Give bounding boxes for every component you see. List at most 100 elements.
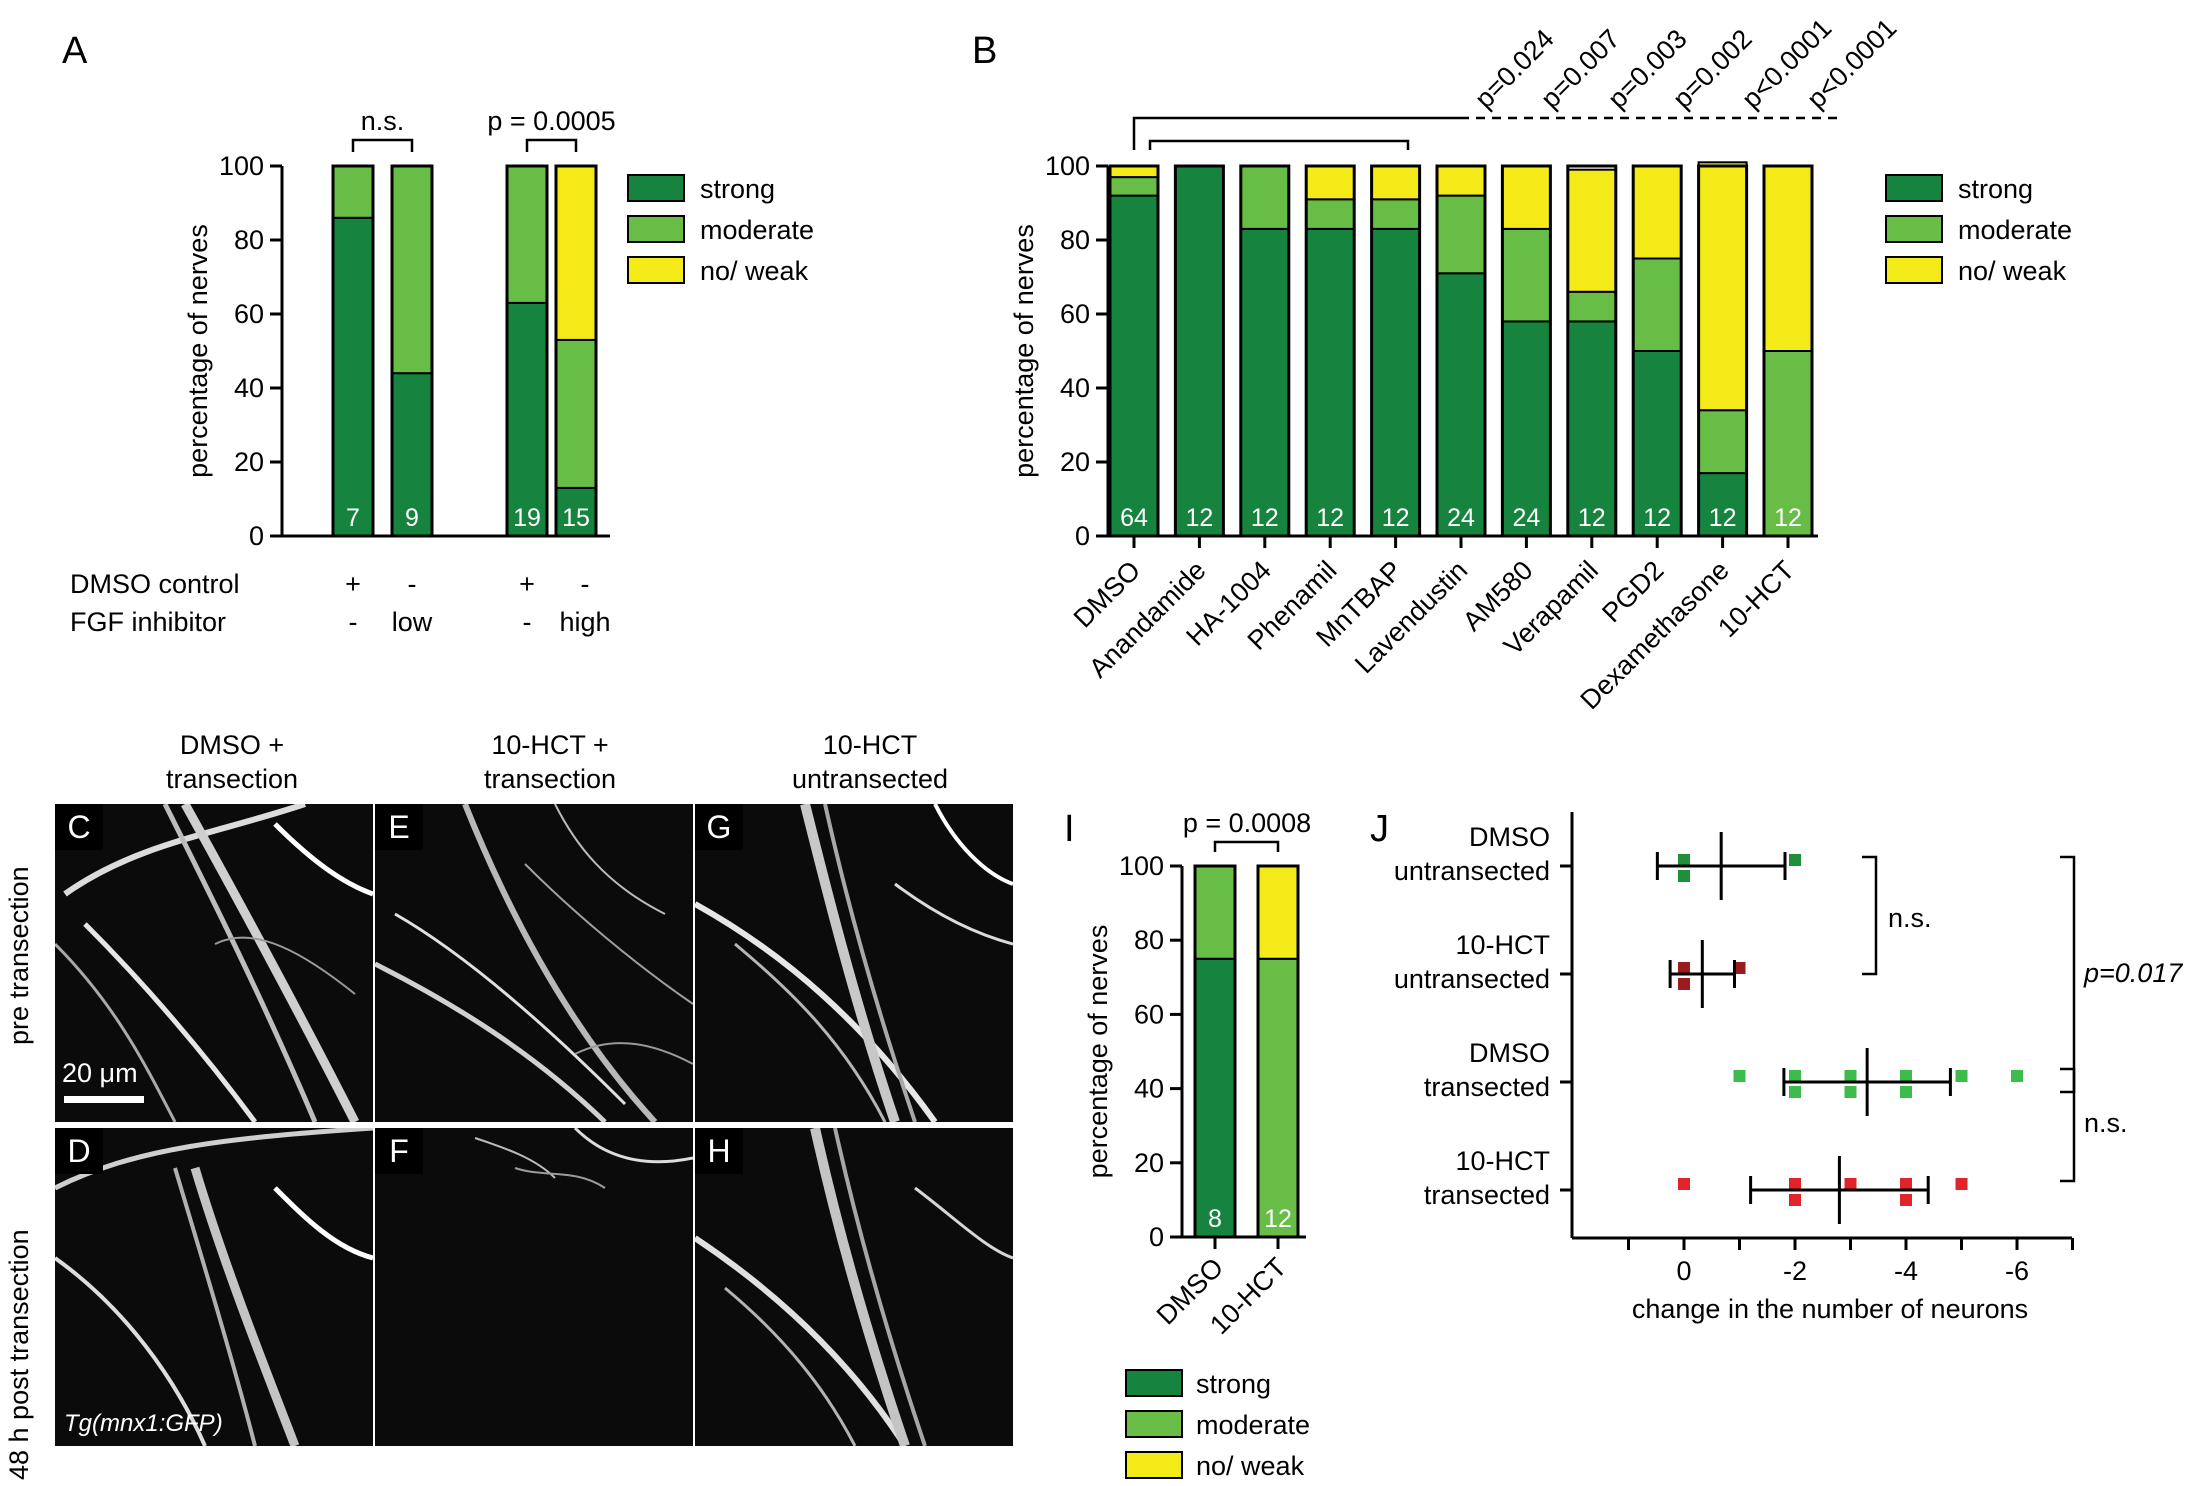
panel-j-data-point bbox=[2011, 1070, 2023, 1082]
panel-j-x-tick-label: -2 bbox=[1783, 1256, 1807, 1286]
panel-b-n-label: 12 bbox=[1578, 504, 1606, 532]
panel-a-row-value: - bbox=[408, 569, 417, 599]
panel-a-segment-strong bbox=[391, 372, 433, 538]
panel-j-data-point bbox=[1789, 854, 1801, 866]
micrograph-letter-c: C bbox=[55, 804, 103, 850]
micrograph-d bbox=[55, 1128, 373, 1446]
panel-j-significance-bracket bbox=[1862, 855, 1878, 976]
panel-j-significance-bracket bbox=[2060, 1067, 2076, 1183]
panel-j-data-point bbox=[1789, 1178, 1801, 1190]
panel-b-segment-strong bbox=[1436, 272, 1486, 537]
panel-a-row-label: FGF inhibitor bbox=[70, 607, 226, 637]
panel-j-group-label: DMSO transected bbox=[1424, 1038, 1550, 1102]
panel-a-n-label: 15 bbox=[562, 504, 590, 532]
panel-b-y-tick-label: 60 bbox=[1060, 299, 1090, 329]
panel-j-x-tick-label: -4 bbox=[1894, 1256, 1918, 1286]
panel-i-legend-swatch bbox=[1125, 1369, 1183, 1397]
panel-j-data-point bbox=[1900, 1070, 1912, 1082]
panel-b-segment-moderate bbox=[1370, 198, 1421, 230]
nerve-image bbox=[55, 804, 373, 1122]
panel-a-significance-label: n.s. bbox=[361, 106, 405, 136]
panel-a-legend-swatch bbox=[627, 256, 685, 284]
panel-i-y-tick-label: 80 bbox=[1134, 925, 1164, 955]
panel-letter-j: J bbox=[1370, 808, 1389, 850]
panel-a-y-tick-label: 20 bbox=[234, 447, 264, 477]
panel-i-y-axis-label: percentage of nerves bbox=[1083, 925, 1113, 1179]
panel-b-n-label: 12 bbox=[1643, 504, 1671, 532]
panel-b-legend-swatch bbox=[1885, 174, 1943, 202]
panel-b-segment-moderate bbox=[1305, 198, 1356, 230]
panel-b-segment-strong bbox=[1370, 227, 1421, 537]
panel-b-significance-bracket bbox=[1132, 116, 1460, 150]
panel-j-data-point bbox=[1844, 1070, 1857, 1082]
panel-a-y-axis-label: percentage of nerves bbox=[183, 224, 213, 478]
panel-i-segment-strong bbox=[1194, 957, 1236, 1238]
panel-b-segment-strong bbox=[1239, 227, 1290, 537]
panel-j-data-point bbox=[1678, 978, 1690, 990]
panel-a-significance-bracket bbox=[525, 138, 578, 152]
panel-i-y-tick-label: 100 bbox=[1119, 851, 1164, 881]
panel-a-segment-moderate bbox=[391, 165, 433, 375]
panel-j-data-point bbox=[1733, 1070, 1746, 1082]
micro-column-label-hct-untransected: 10-HCT untransected bbox=[791, 730, 949, 794]
panel-a-segment-no-weak bbox=[555, 165, 597, 341]
panel-j-data-point bbox=[1678, 870, 1690, 882]
panel-a-segment-moderate bbox=[506, 165, 548, 304]
panel-i-legend-swatch bbox=[1125, 1451, 1183, 1479]
panel-b-n-label: 24 bbox=[1447, 504, 1475, 532]
micrograph-letter-d: D bbox=[55, 1128, 103, 1174]
panel-b-y-tick-label: 20 bbox=[1060, 447, 1090, 477]
nerve-image bbox=[55, 1128, 373, 1446]
panel-j-x-tick-label: 0 bbox=[1676, 1256, 1691, 1286]
nerve-image bbox=[474, 1128, 693, 1189]
panel-b-segment-strong bbox=[1305, 227, 1356, 537]
micrograph-c bbox=[55, 804, 373, 1122]
panel-b-segment-strong bbox=[1109, 194, 1159, 537]
panel-a-y-tick-label: 100 bbox=[219, 151, 264, 181]
panel-b-segment-strong bbox=[1174, 165, 1225, 537]
panel-i-significance-label: p = 0.0008 bbox=[1183, 808, 1311, 838]
micrograph-g bbox=[695, 804, 1013, 1122]
micrograph-letter-e: E bbox=[375, 804, 423, 850]
panel-b-n-label: 12 bbox=[1709, 504, 1737, 532]
panel-b-y-tick-label: 80 bbox=[1060, 225, 1090, 255]
panel-b-y-axis-label: percentage of nerves bbox=[1009, 224, 1039, 478]
panel-i-segment-moderate bbox=[1194, 865, 1236, 960]
panel-a-row-label: DMSO control bbox=[70, 569, 240, 599]
panel-b-segment-strong bbox=[1566, 320, 1617, 537]
panel-j-data-point bbox=[1789, 1086, 1801, 1098]
panel-j-group-label: 10-HCT untransected bbox=[1394, 930, 1550, 994]
micrograph-e bbox=[375, 804, 693, 1122]
panel-b-n-label: 12 bbox=[1382, 504, 1410, 532]
panel-a-legend-label: no/ weak bbox=[700, 256, 809, 286]
panel-j-data-point bbox=[1678, 962, 1690, 974]
panel-a-n-label: 9 bbox=[405, 504, 419, 532]
panel-j-data-point bbox=[1678, 1178, 1690, 1190]
micrograph-f bbox=[375, 1128, 693, 1446]
micrograph-h bbox=[695, 1128, 1013, 1446]
panel-i-legend-label: strong bbox=[1196, 1369, 1271, 1399]
panel-a-segment-strong bbox=[506, 301, 548, 537]
panel-b-segment-no-weak bbox=[1305, 165, 1356, 201]
panel-b-segment-moderate bbox=[1239, 165, 1290, 230]
panel-a-y-tick-label: 60 bbox=[234, 299, 264, 329]
panel-j-significance-label: n.s. bbox=[1888, 903, 1932, 933]
panel-a-segment-strong bbox=[332, 216, 374, 538]
panel-j-data-point bbox=[1789, 1070, 1801, 1082]
panel-i-y-tick-label: 60 bbox=[1134, 999, 1164, 1029]
panel-a-legend-label: moderate bbox=[700, 215, 814, 245]
panel-j-significance-label: p=0.017 bbox=[2083, 958, 2183, 988]
panel-i-n-label: 8 bbox=[1208, 1205, 1222, 1233]
panel-b-segment-moderate bbox=[1436, 194, 1486, 275]
panel-i-y-tick-label: 40 bbox=[1134, 1074, 1164, 1104]
panel-b-segment-moderate bbox=[1501, 227, 1552, 323]
micrograph-letter-g: G bbox=[695, 804, 743, 850]
micro-column-label-hct-transection: 10-HCT + transection bbox=[483, 730, 617, 794]
panel-j-data-point bbox=[1955, 1178, 1968, 1190]
panel-a-significance-bracket bbox=[351, 138, 414, 152]
panel-a-n-label: 7 bbox=[346, 504, 360, 532]
panel-b-n-label: 64 bbox=[1120, 504, 1148, 532]
panel-b-n-label: 24 bbox=[1512, 504, 1540, 532]
